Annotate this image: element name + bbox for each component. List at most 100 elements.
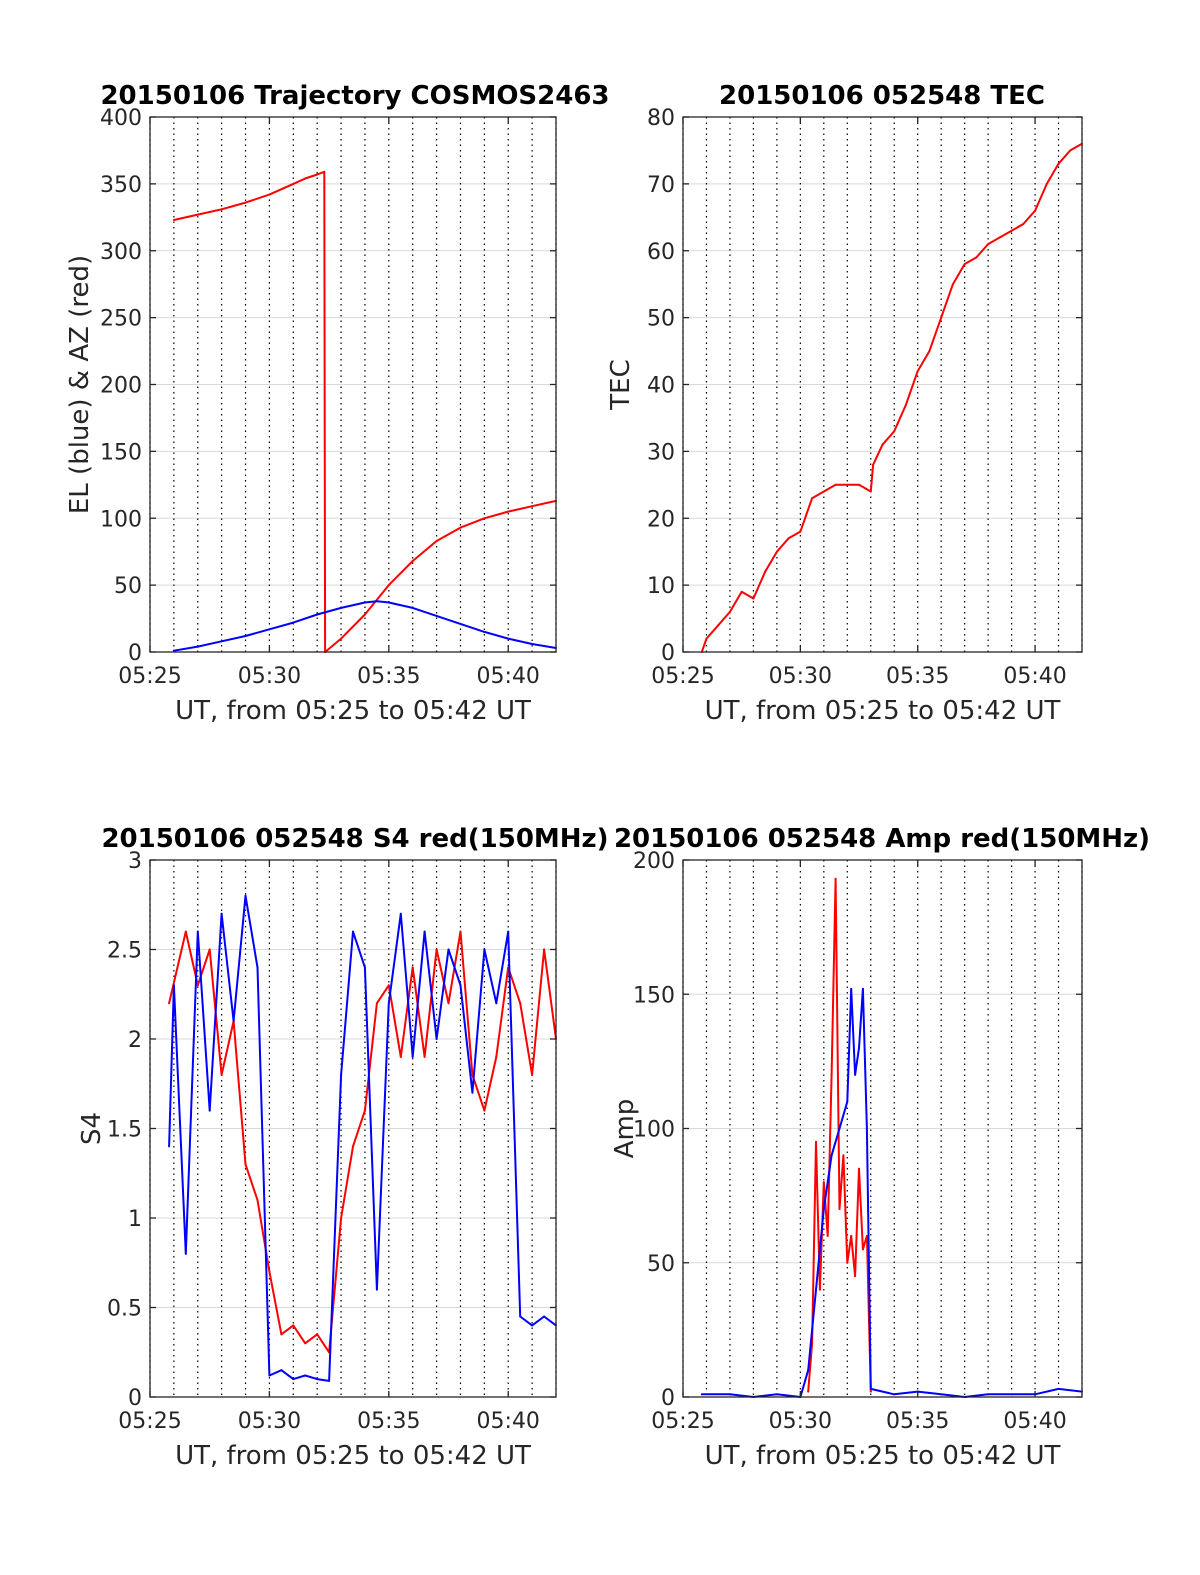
- data-point: [838, 1208, 841, 1211]
- chart-title: 20150106 052548 Amp red(150MHz): [614, 824, 1150, 854]
- data-point: [280, 1333, 283, 1336]
- data-point: [881, 443, 884, 446]
- data-point: [893, 430, 896, 433]
- data-point: [220, 640, 223, 643]
- data-point: [411, 1055, 414, 1058]
- y-tick-label: 400: [100, 106, 142, 131]
- data-point: [447, 1002, 450, 1005]
- data-point: [543, 1315, 546, 1318]
- data-point: [196, 930, 199, 933]
- data-point: [375, 1002, 378, 1005]
- data-point: [850, 1234, 853, 1237]
- x-tick-label: 05:35: [357, 1409, 420, 1434]
- data-point: [752, 597, 755, 600]
- x-tick-label: 05:25: [651, 664, 714, 689]
- x-tick-label: 05:30: [769, 664, 832, 689]
- data-point: [184, 1252, 187, 1255]
- data-point: [316, 613, 319, 616]
- data-point: [256, 966, 259, 969]
- data-point: [822, 1181, 825, 1184]
- data-point: [865, 1234, 868, 1237]
- data-point: [916, 370, 919, 373]
- data-point: [717, 624, 720, 627]
- data-point: [244, 634, 247, 637]
- y-tick-label: 0: [128, 641, 142, 666]
- data-point: [304, 1374, 307, 1377]
- data-point: [423, 930, 426, 933]
- data-point: [268, 628, 271, 631]
- y-tick-label: 10: [647, 574, 675, 599]
- y-tick-label: 20: [647, 507, 675, 532]
- x-axis-label: UT, from 05:25 to 05:42 UT: [705, 1441, 1061, 1471]
- data-point: [196, 645, 199, 648]
- x-tick-label: 05:30: [238, 664, 301, 689]
- y-tick-label: 300: [100, 240, 142, 265]
- data-point: [316, 1378, 319, 1381]
- x-tick-label: 05:40: [477, 664, 540, 689]
- data-point: [292, 1324, 295, 1327]
- data-point: [838, 1127, 841, 1130]
- data-point: [316, 1333, 319, 1336]
- data-point: [375, 600, 378, 603]
- data-point: [854, 1275, 857, 1278]
- data-point: [363, 966, 366, 969]
- data-point: [834, 483, 837, 486]
- data-point: [519, 1315, 522, 1318]
- data-point: [220, 1073, 223, 1076]
- x-axis-label: UT, from 05:25 to 05:42 UT: [175, 696, 531, 726]
- x-axis-label: UT, from 05:25 to 05:42 UT: [175, 1441, 531, 1471]
- data-point: [268, 193, 271, 196]
- data-point: [423, 1055, 426, 1058]
- x-tick-label: 05:40: [1003, 664, 1066, 689]
- x-tick-label: 05:35: [886, 664, 949, 689]
- data-point: [815, 1140, 817, 1143]
- data-point: [435, 1038, 438, 1040]
- data-point: [861, 1248, 864, 1251]
- y-tick-label: 40: [647, 374, 675, 399]
- y-tick-label: 2: [128, 1028, 142, 1053]
- y-tick-label: 50: [114, 574, 142, 599]
- y-tick-label: 50: [647, 1252, 675, 1277]
- data-point: [411, 966, 414, 969]
- x-tick-label: 05:40: [1003, 1409, 1066, 1434]
- data-point: [904, 403, 907, 406]
- data-point: [764, 570, 767, 573]
- chart-title: 20150106 052548 S4 red(150MHz): [101, 824, 608, 854]
- y-tick-label: 0.5: [107, 1297, 142, 1322]
- data-point: [340, 637, 343, 640]
- data-point: [834, 877, 837, 880]
- data-point: [858, 1167, 861, 1170]
- data-point: [387, 601, 390, 604]
- data-point: [352, 930, 354, 933]
- data-point: [531, 1324, 534, 1327]
- data-point: [304, 1342, 307, 1345]
- chart-title: 20150106 Trajectory COSMOS2463: [100, 81, 609, 111]
- data-point: [411, 560, 414, 563]
- data-point: [815, 1288, 817, 1291]
- data-point: [435, 614, 438, 617]
- data-point: [244, 201, 247, 204]
- data-point: [363, 613, 366, 616]
- data-point: [363, 601, 366, 604]
- y-tick-label: 350: [100, 173, 142, 198]
- chart-panel-4: 0 50 100 150 200 05:25 05:30 05:35 05:40 20150106…: [610, 824, 1150, 1471]
- data-point: [459, 930, 462, 933]
- data-point: [850, 987, 853, 990]
- x-tick-label: 05:25: [651, 1409, 714, 1434]
- data-point: [705, 637, 708, 640]
- data-point: [375, 1288, 378, 1291]
- data-point: [531, 642, 534, 645]
- data-point: [1057, 1387, 1060, 1390]
- x-tick-label: 05:30: [238, 1409, 301, 1434]
- data-point: [842, 1154, 845, 1157]
- data-point: [951, 283, 954, 286]
- data-point: [826, 1234, 829, 1237]
- data-point: [256, 1199, 259, 1202]
- y-tick-label: 2.5: [107, 939, 142, 964]
- data-point: [963, 263, 966, 266]
- data-point: [316, 173, 319, 176]
- data-point: [940, 1393, 943, 1396]
- data-point: [459, 622, 462, 625]
- x-tick-label: 05:40: [477, 1409, 540, 1434]
- data-point: [858, 1046, 861, 1049]
